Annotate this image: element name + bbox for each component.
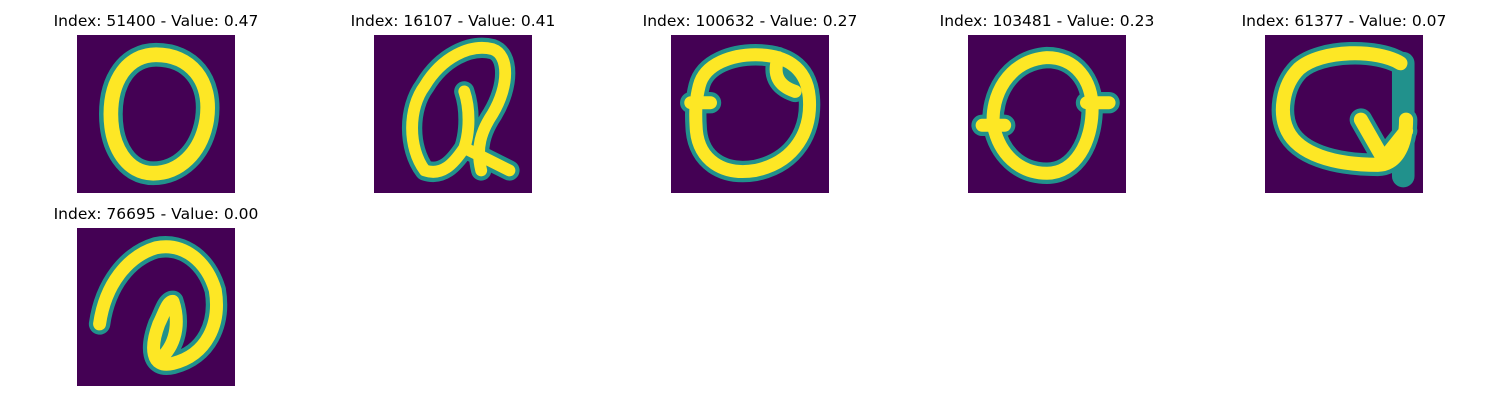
digit-image-1 — [77, 35, 235, 193]
sample-title: Index: 100632 - Value: 0.27 — [642, 12, 858, 30]
digit-image-2 — [374, 35, 532, 193]
sample-panel-3: Index: 100632 - Value: 0.27 — [600, 0, 900, 193]
sample-panel-5: Index: 61377 - Value: 0.07 — [1194, 0, 1494, 193]
sample-title: Index: 51400 - Value: 0.47 — [53, 12, 259, 30]
sample-panel-2: Index: 16107 - Value: 0.41 — [303, 0, 603, 193]
sample-title: Index: 76695 - Value: 0.00 — [53, 205, 259, 223]
sample-panel-4: Index: 103481 - Value: 0.23 — [897, 0, 1197, 193]
digit-image-5 — [1265, 35, 1423, 193]
digit-image-6 — [77, 228, 235, 386]
sample-title: Index: 16107 - Value: 0.41 — [350, 12, 556, 30]
sample-panel-1: Index: 51400 - Value: 0.47 — [6, 0, 306, 193]
sample-title: Index: 103481 - Value: 0.23 — [939, 12, 1155, 30]
digit-image-3 — [671, 35, 829, 193]
sample-title: Index: 61377 - Value: 0.07 — [1241, 12, 1447, 30]
digit-image-4 — [968, 35, 1126, 193]
sample-panel-6: Index: 76695 - Value: 0.00 — [6, 193, 306, 386]
